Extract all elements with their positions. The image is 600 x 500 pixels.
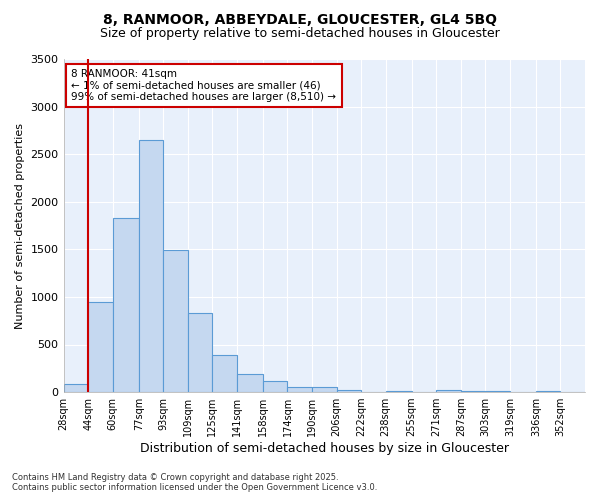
Bar [485, 391, 510, 392]
Bar [188, 313, 212, 392]
Text: Size of property relative to semi-detached houses in Gloucester: Size of property relative to semi-detach… [100, 28, 500, 40]
Bar [312, 388, 337, 392]
Bar [64, 384, 88, 392]
Bar [386, 390, 412, 392]
Bar [337, 390, 361, 392]
Bar [139, 140, 163, 392]
Bar [263, 381, 287, 392]
Bar [287, 387, 312, 392]
Bar [163, 250, 188, 392]
Bar [436, 390, 461, 392]
Text: 8, RANMOOR, ABBEYDALE, GLOUCESTER, GL4 5BQ: 8, RANMOOR, ABBEYDALE, GLOUCESTER, GL4 5… [103, 12, 497, 26]
Y-axis label: Number of semi-detached properties: Number of semi-detached properties [15, 122, 25, 328]
X-axis label: Distribution of semi-detached houses by size in Gloucester: Distribution of semi-detached houses by … [140, 442, 509, 455]
Text: Contains HM Land Registry data © Crown copyright and database right 2025.
Contai: Contains HM Land Registry data © Crown c… [12, 473, 377, 492]
Bar [113, 218, 139, 392]
Text: 8 RANMOOR: 41sqm
← 1% of semi-detached houses are smaller (46)
99% of semi-detac: 8 RANMOOR: 41sqm ← 1% of semi-detached h… [71, 69, 337, 102]
Bar [461, 390, 485, 392]
Bar [88, 302, 113, 392]
Bar [237, 374, 263, 392]
Bar [212, 355, 237, 392]
